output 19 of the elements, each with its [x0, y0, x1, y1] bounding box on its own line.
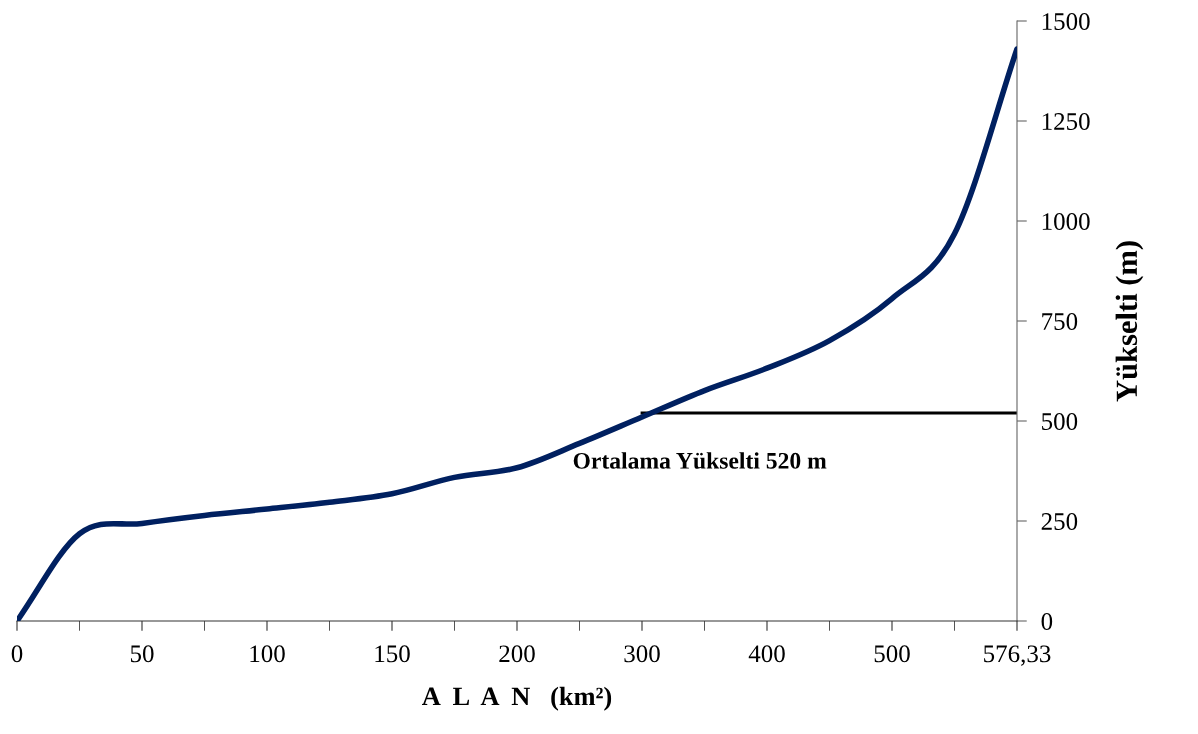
x-tick-label: 400 [748, 645, 785, 663]
x-tick-label: 50 [130, 645, 154, 663]
x-tick-label: 100 [250, 645, 285, 663]
y-tick-label: 250 [1041, 513, 1078, 530]
y-tick-label: 1000 [1042, 213, 1090, 230]
x-tick-label: 576,33 [984, 645, 1051, 666]
x-tick-label: 200 [499, 645, 535, 663]
y-axis-title: Yükselti (m) [1115, 241, 1144, 402]
y-tick-label: 0 [1041, 613, 1053, 630]
annotation: Ortalama Yükselti 520 m [573, 452, 827, 469]
x-axis-title: A L A N (km²) [422, 686, 612, 711]
x-tick-label: 300 [624, 645, 660, 663]
y-tick-label: 500 [1042, 413, 1078, 430]
y-tick-label: 750 [1042, 313, 1078, 330]
y-tick-label: 1500 [1042, 13, 1090, 30]
x-tick-label: 500 [874, 645, 910, 663]
x-tick-label: 150 [375, 645, 410, 663]
y-tick-label: 1250 [1042, 113, 1090, 130]
x-tick-label: 0 [11, 645, 23, 663]
